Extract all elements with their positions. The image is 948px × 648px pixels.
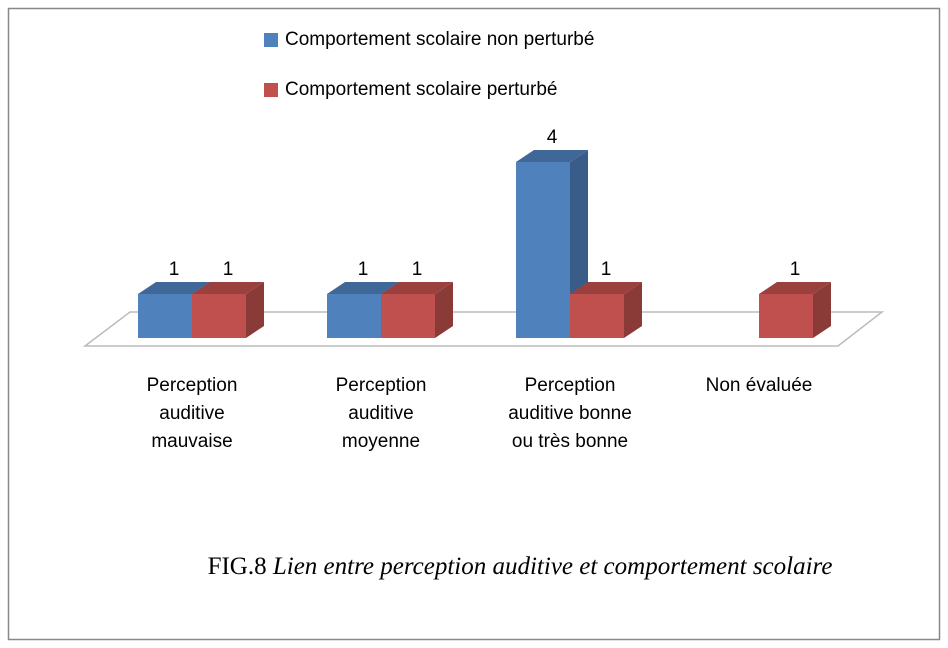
caption: FIG.8 Lien entre perception auditive et …	[170, 550, 870, 584]
bar-top	[138, 282, 210, 294]
bar-front	[138, 294, 192, 338]
bar-top	[516, 150, 588, 162]
caption-text: Lien entre perception auditive et compor…	[272, 553, 833, 580]
legend-swatch	[264, 83, 278, 97]
x-tick-label: Perception auditive moyenne	[335, 375, 427, 452]
bar-top	[570, 282, 642, 294]
caption-prefix: FIG.8	[207, 553, 267, 580]
x-tick-label: Perception auditive mauvaise	[146, 375, 238, 452]
bar-top	[759, 282, 831, 294]
legend-label: Comportement scolaire non perturbé	[285, 29, 594, 50]
bar-front	[327, 294, 381, 338]
bar-front	[759, 294, 813, 338]
data-label: 1	[358, 259, 369, 280]
data-label: 1	[169, 259, 180, 280]
x-tick-label: Perception auditive bonne ou très bonne	[508, 375, 632, 452]
bar	[759, 282, 831, 338]
bar-front	[381, 294, 435, 338]
bar-top	[381, 282, 453, 294]
data-label: 1	[601, 259, 612, 280]
floor	[82, 311, 885, 347]
bar-front	[570, 294, 624, 338]
bar-side	[624, 282, 642, 338]
bar	[570, 282, 642, 338]
bar-front	[192, 294, 246, 338]
bar	[381, 282, 453, 338]
bar-top	[192, 282, 264, 294]
bar-top	[327, 282, 399, 294]
frame	[7, 7, 941, 641]
bar-front	[516, 162, 570, 338]
data-label: 4	[547, 127, 558, 148]
bar	[192, 282, 264, 338]
data-label: 1	[790, 259, 801, 280]
data-label: 1	[412, 259, 423, 280]
bar-side	[246, 282, 264, 338]
bar-side	[813, 282, 831, 338]
bar-side	[435, 282, 453, 338]
data-label: 1	[223, 259, 234, 280]
legend-swatch	[264, 33, 278, 47]
x-tick-label: Non évaluée	[705, 375, 813, 396]
legend-label: Comportement scolaire perturbé	[285, 79, 557, 100]
